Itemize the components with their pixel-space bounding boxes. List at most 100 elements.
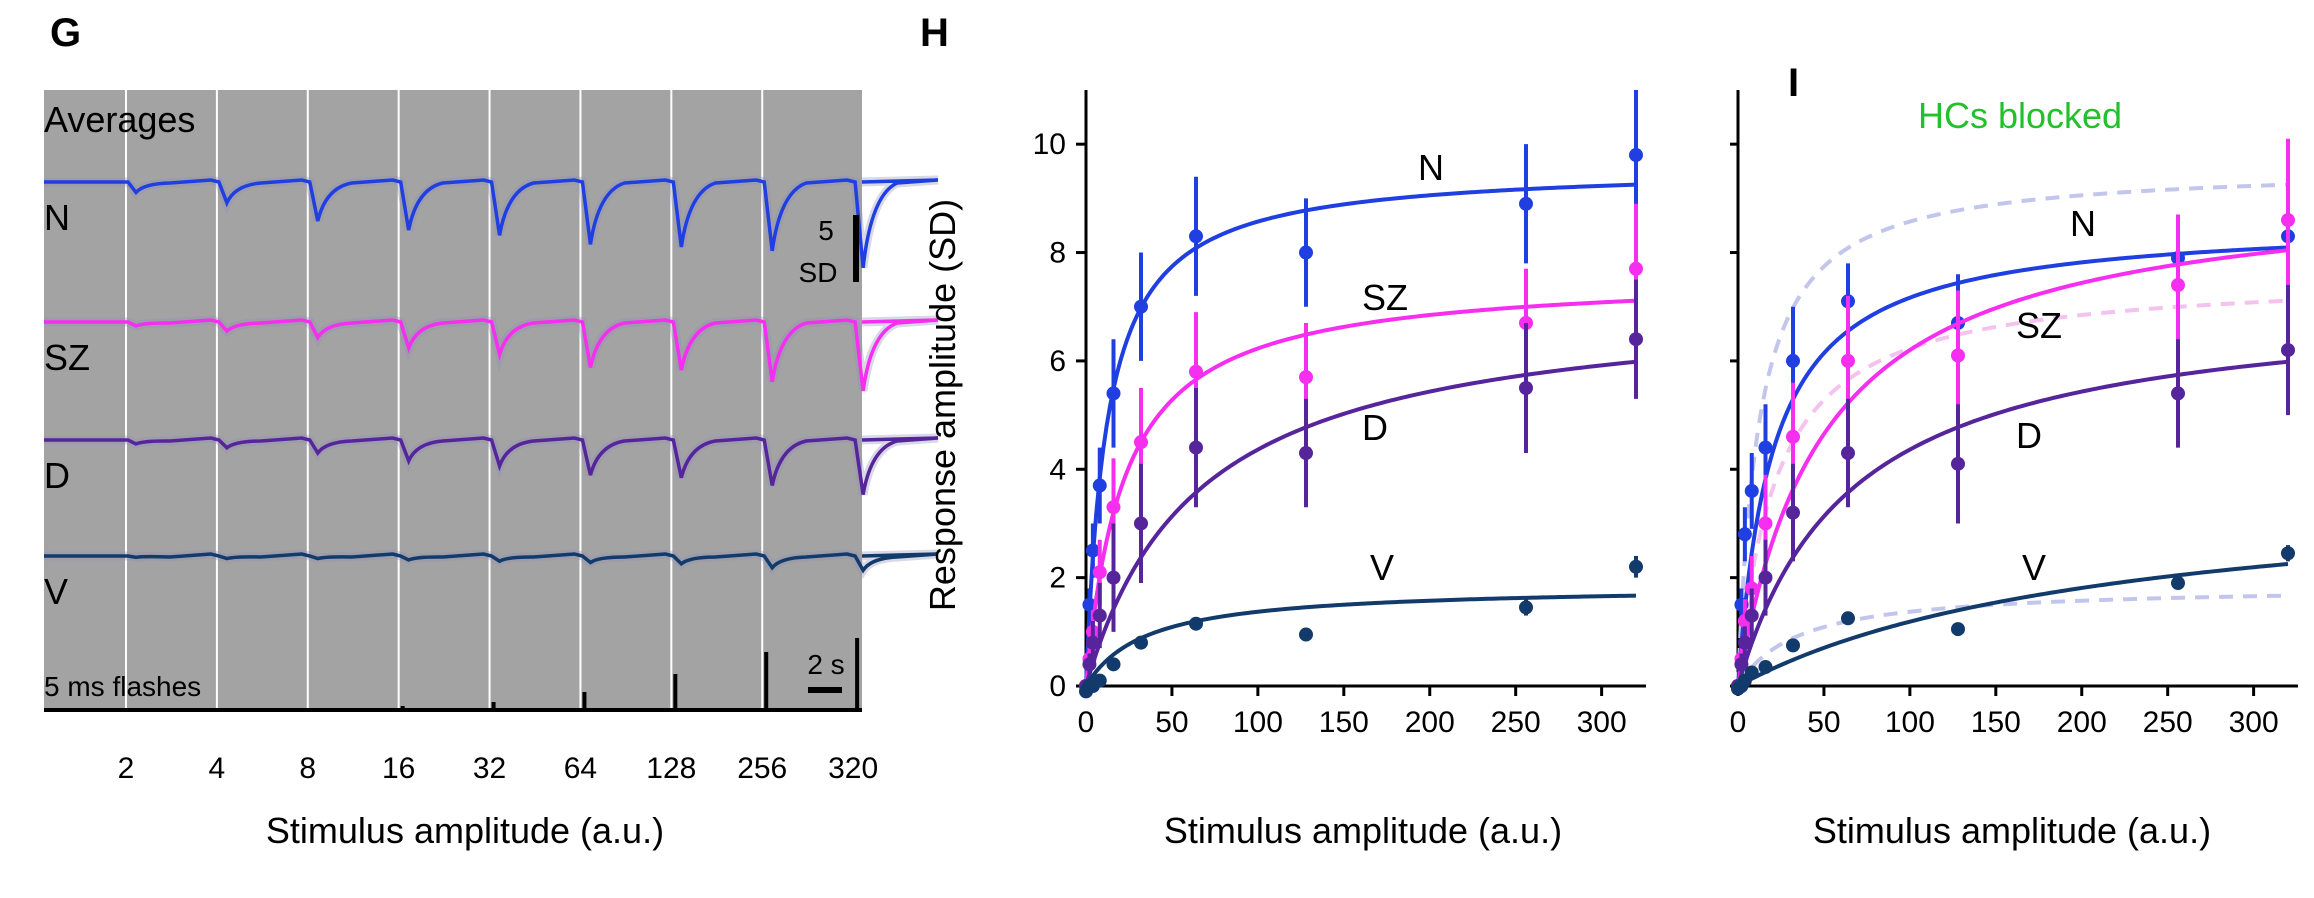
x-tick-label: 0 (1730, 706, 1747, 739)
stimulus-tick-8: 8 (299, 752, 316, 785)
reference-fit-v (1736, 593, 2289, 688)
data-point-v (1841, 611, 1855, 626)
data-point-sz (1134, 435, 1148, 450)
reference-fit-n (1736, 182, 2289, 687)
fit-curve-v (1084, 593, 1637, 688)
data-point-d (1134, 516, 1148, 531)
data-point-sz (2281, 213, 2295, 228)
data-point-v (1744, 665, 1759, 680)
trace-d (44, 436, 939, 495)
amplitude-scalebar-value: 5 (818, 215, 834, 246)
data-point-sz (1299, 370, 1313, 385)
fit-curve-d (1736, 359, 2289, 687)
data-point-sz (1092, 565, 1107, 580)
stimulus-tick-32: 32 (473, 752, 506, 785)
data-point-n (1189, 229, 1203, 244)
trace-n (44, 178, 939, 268)
panel-label-g: G (50, 11, 81, 55)
fit-curve-sz (1736, 248, 2289, 687)
y-tick-label: 2 (1049, 562, 1066, 595)
x-tick-label: 300 (2229, 706, 2279, 739)
fit-curve-n (1084, 182, 1637, 687)
data-point-v (1189, 616, 1203, 631)
trace-labels: N SZ D V (44, 197, 90, 612)
data-point-n (1744, 483, 1759, 498)
data-point-d (1758, 570, 1773, 585)
data-point-d (1841, 446, 1855, 461)
data-point-d (1734, 657, 1749, 672)
data-point-v (1758, 660, 1773, 675)
data-point-sz (1786, 429, 1800, 444)
y-tick-label: 0 (1049, 670, 1066, 703)
data-point-n (1106, 386, 1121, 401)
series-label-n: N (1418, 147, 1444, 188)
data-point-sz (1758, 516, 1773, 531)
data-point-n (1085, 543, 1100, 558)
data-point-n (1092, 478, 1107, 493)
data-point-d (1106, 570, 1121, 585)
data-point-sz (2171, 278, 2185, 293)
data-point-n (1737, 527, 1752, 542)
x-tick-label: 100 (1885, 706, 1935, 739)
reference-fit-sz (1736, 298, 2289, 687)
traces-x-axis-label: Stimulus amplitude (a.u.) (266, 810, 664, 851)
fit-curve-v (1737, 561, 2289, 688)
data-point-d (1085, 635, 1100, 650)
data-point-n (1629, 148, 1643, 163)
x-tick-label: 300 (1577, 706, 1627, 739)
data-point-n (1299, 245, 1313, 260)
x-tick-label: 200 (1405, 706, 1455, 739)
data-point-d (1737, 635, 1752, 650)
data-point-v (2281, 546, 2295, 561)
x-tick-label: 0 (1078, 706, 1095, 739)
data-point-d (1786, 505, 1800, 520)
data-point-d (1519, 381, 1533, 395)
series-label-v: V (1370, 547, 1394, 588)
trace-series (44, 175, 939, 579)
data-point-v (1299, 627, 1313, 642)
data-point-sz (1841, 353, 1855, 368)
data-point-v (1519, 600, 1533, 615)
data-point-d (2171, 386, 2185, 401)
time-scalebar-label: 2 s (807, 649, 844, 680)
plot-i-x-axis-label: Stimulus amplitude (a.u.) (1813, 810, 2211, 851)
plot-h-y-axis-label: Response amplitude (SD) (922, 199, 963, 611)
y-tick-label: 4 (1049, 453, 1066, 486)
fit-curve-n (1736, 245, 2289, 687)
x-tick-label: 150 (1319, 706, 1369, 739)
data-point-sz (1189, 364, 1203, 379)
y-tick-label: 8 (1049, 237, 1066, 270)
data-point-v (1629, 559, 1643, 574)
series-label-v: V (2022, 547, 2046, 588)
stimulus-tick-64: 64 (564, 752, 597, 785)
data-point-d (1744, 608, 1759, 623)
stimulus-tick-labels: 2 4 8 16 32 64 128 256 320 (118, 752, 878, 785)
trace-label-d: D (44, 455, 70, 496)
trace-label-n: N (44, 197, 70, 238)
plot-h: 0 50 100 150 200 250 300 0 2 4 6 8 10 N SZ D V (1033, 90, 1646, 739)
series-label-sz: SZ (1362, 277, 1408, 318)
data-point-v (1951, 622, 1965, 637)
series-label-d: D (1362, 407, 1388, 448)
trace-v (44, 552, 939, 574)
plot-i-condition-label: HCs blocked (1918, 95, 2122, 136)
x-tick-label: 50 (1155, 706, 1188, 739)
traces-panel: Averages N SZ D V 5 SD 2 s 5 ms flashes (44, 90, 939, 712)
series-label-d: D (2016, 415, 2042, 456)
series-label-sz: SZ (2016, 305, 2062, 346)
stimulus-tick-2: 2 (118, 752, 135, 785)
fit-curve-d (1084, 359, 1637, 687)
x-tick-label: 250 (2143, 706, 2193, 739)
y-tick-label: 6 (1049, 345, 1066, 378)
data-point-v (2171, 576, 2185, 591)
traces-background (44, 90, 862, 710)
data-point-n (1519, 196, 1533, 211)
data-point-n (1134, 299, 1148, 314)
data-point-d (1189, 440, 1203, 455)
stimulus-tick-128: 128 (646, 752, 696, 785)
x-tick-label: 50 (1807, 706, 1840, 739)
stimulus-markers (44, 638, 862, 712)
y-tick-label: 10 (1033, 128, 1066, 161)
trace-sz (44, 318, 939, 392)
